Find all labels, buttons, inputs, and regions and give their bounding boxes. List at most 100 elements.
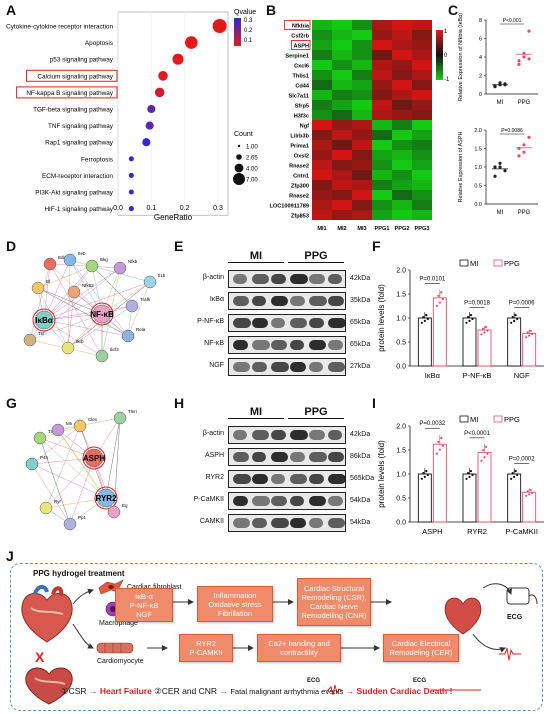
enrichment-dot-plot: 0.0 0.1 0.2 0.3 GeneRatio Cytokine-cytokine r… [6, 9, 258, 222]
network-edge [45, 425, 81, 509]
point-mi [514, 314, 517, 317]
heatmap-cell [332, 60, 352, 70]
heatmap-cell [392, 50, 412, 60]
heatmap-cell [352, 120, 372, 130]
network-node-label: Eg [122, 503, 128, 508]
ppg-point [522, 55, 526, 59]
heatmap-cell [332, 40, 352, 50]
heatmap-cell [332, 180, 352, 190]
heatmap-cell [352, 170, 372, 180]
heatmap-cell [372, 80, 392, 90]
heatmap-cell [412, 50, 432, 60]
heatmap-cell [352, 140, 372, 150]
mi-point [503, 169, 507, 173]
p-value: P<0.0001 [464, 431, 491, 437]
blot-band [252, 318, 268, 328]
gene-label: Sfrp5 [295, 104, 309, 110]
heatmap-cell [372, 180, 392, 190]
pathway-label: Calcium signaling pathway [37, 73, 113, 80]
network-node [63, 517, 77, 531]
blot-row-label: IκBα [209, 296, 224, 303]
point-mi [511, 471, 514, 475]
blot-group-label: MI [228, 406, 284, 419]
network-edge [37, 265, 93, 289]
heatmap-cell [332, 170, 352, 180]
cardiomyocyte-icon [96, 642, 134, 654]
blot-band [328, 274, 342, 284]
panel-label-d: D [6, 238, 17, 254]
network-node [121, 329, 135, 343]
blot-band [290, 318, 307, 328]
heatmap-cell [332, 120, 352, 130]
y-tick-label: 1.0 [474, 165, 482, 171]
arrow-3: → [345, 686, 355, 696]
gene-label: LOC100911789 [270, 204, 310, 210]
heatmap-cell [352, 210, 372, 220]
count-legend-dot [237, 144, 241, 148]
p-value: P=0.0086 [501, 128, 523, 134]
panel-label-a: A [6, 2, 17, 18]
blot-band [290, 518, 306, 528]
ppg-point [527, 29, 531, 33]
point-mi [471, 473, 474, 477]
point-mi [471, 317, 474, 321]
blot-band [252, 474, 268, 484]
heatmap-cell [412, 30, 432, 40]
blot-band [290, 430, 308, 440]
point-mi [465, 477, 468, 480]
heatmap-cell [352, 190, 372, 200]
point-ppg [481, 327, 485, 331]
point-ppg [484, 326, 488, 329]
count-legend-dot [234, 163, 244, 173]
network-node-label: Ikrf2 [110, 347, 119, 352]
damaged-heart-illustration [25, 667, 73, 705]
western-blot-h: MI PPG β-actin 42kDa ASPH 86kDa RYR2 565kDa P-Ca… [180, 406, 374, 546]
panel-label-i: I [372, 395, 376, 411]
blot-band [290, 274, 308, 284]
gene-label: Lilrb3b [290, 134, 309, 140]
heatmap-cell [352, 100, 372, 110]
heatmap-cell [372, 60, 392, 70]
y-axis-title: protein levels (fold) [377, 284, 386, 352]
heatmap-cell [412, 60, 432, 70]
blot-band [271, 430, 286, 440]
sample-label: PPG2 [395, 226, 410, 232]
point-ppg [528, 493, 531, 496]
step-1: ①CSR [61, 686, 87, 696]
network-node-label: Mn [66, 421, 73, 426]
ecg-label-2: ECG [413, 678, 427, 684]
blot-row-label: NF-κB [204, 340, 224, 347]
point-ppg [486, 452, 489, 455]
blot-band [328, 340, 343, 350]
blot-kda-label: 65kDa [350, 319, 371, 326]
enrichment-dot [142, 138, 151, 147]
network-edge [67, 291, 75, 349]
heatmap-cell [332, 70, 352, 80]
y-tick-label: 1.5 [396, 448, 406, 455]
heatmap-cell [352, 30, 372, 40]
ecg-label-1: ECG [307, 678, 321, 684]
point-ppg [529, 488, 532, 491]
legend-label-mi: MI [470, 415, 478, 424]
network-node [43, 257, 57, 271]
enrichment-dot [147, 104, 156, 114]
blot-band [233, 340, 248, 350]
category-label: IκBα [425, 371, 441, 380]
blot-band [271, 340, 287, 350]
count-tick: 4.00 [246, 167, 258, 173]
ppg-point [522, 143, 526, 147]
box-inflammation: Inflammation Oxidative stress Fibrillati… [197, 586, 273, 622]
gene-label: Ngf [300, 124, 309, 130]
bar-ppg [432, 297, 447, 367]
p-value: P<0.001 [503, 18, 522, 24]
sample-label: PPG1 [375, 226, 390, 232]
colorbar-tick: 1 [444, 29, 448, 35]
mechanism-schematic: PPG hydrogel treatment X Cardiac fibrobl… [10, 563, 543, 711]
blot-kda-label: 27kDa [350, 363, 371, 370]
ppg-point [527, 57, 531, 61]
plot-frame [117, 11, 229, 216]
heatmap-cell [372, 200, 392, 210]
blot-group-header: MI PPG [228, 406, 346, 422]
count-tick: 1.00 [246, 145, 258, 151]
network-edge [101, 281, 151, 315]
